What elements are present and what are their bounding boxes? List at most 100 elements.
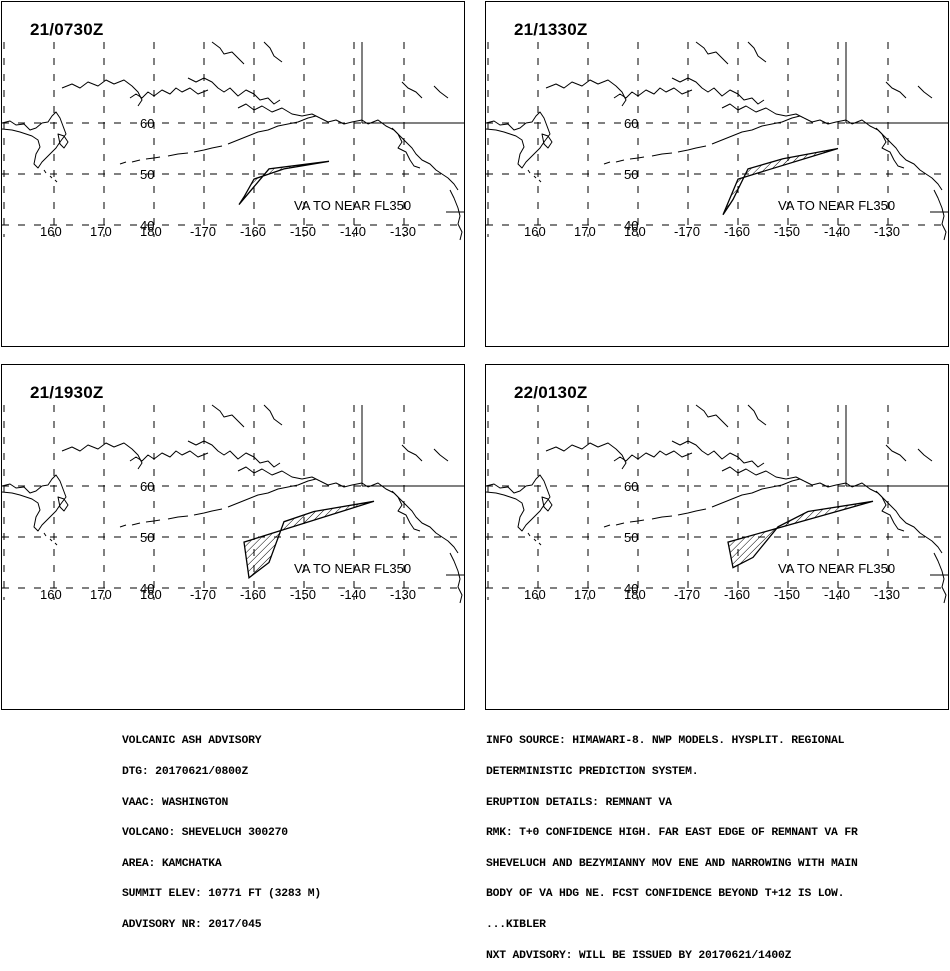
coastline [131,522,141,526]
map-svg: 60 50 40 160 170 180 -170 -160 -150 -140 -130 VA TO… [2,404,464,604]
va-altitude-label: VA TO NEAR FL350 [294,561,411,576]
coastline [237,466,321,482]
longitude-label: 180 [140,224,162,239]
map-svg: 60 50 40 160 170 180 -170 -160 -150 -140 -130 VA TO… [486,404,948,604]
longitude-label: -140 [824,587,850,602]
coastline [227,478,317,508]
latitude-label: 40 [140,218,154,233]
latitude-label: 60 [140,479,154,494]
coastline [885,81,907,99]
coastline [263,404,283,426]
info-line: RMK: T+0 CONFIDENCE HIGH. FAR EAST EDGE … [486,827,858,840]
longitude-label: -170 [674,224,700,239]
panel-time-title: 21/1330Z [514,20,588,39]
coastline [615,522,625,526]
longitude-label: -160 [240,587,266,602]
panel-time-title: 22/0130Z [514,383,588,402]
info-line: SHEVELUCH AND BEZYMIANNY MOV ENE AND NAR… [486,857,858,870]
coastline [721,466,805,482]
coastline [651,152,673,157]
advisory-dtg: DTG: 20170621/0800Z [122,766,249,779]
coastline [875,490,905,532]
coastline [193,508,223,516]
longitude-label: 170 [574,224,596,239]
advisory-header-block: VOLCANIC ASH ADVISORY DTG: 20170621/0800… [122,716,321,940]
coastline [433,85,449,99]
coastline [538,542,542,546]
coastline [711,478,801,508]
coastline [401,81,423,99]
map-panel-2: 60 50 40 160 170 180 -170 -160 -150 -140 -130 VA TO… [485,1,949,347]
coastline [885,444,907,462]
coastline [167,152,189,157]
coastline [533,175,537,179]
coastline [721,103,805,119]
coastline [119,161,127,165]
info-line: BODY OF VA HDG NE. FCST CONFIDENCE BEYON… [486,888,845,901]
coastline [917,448,933,462]
longitude-label: -130 [390,224,416,239]
coastline [391,127,421,169]
map-panel-1: 60 50 40 160 170 180 -170 -160 -150 -140 -130 VA TO… [1,1,465,347]
coastline [677,145,707,153]
longitude-label: 160 [40,224,62,239]
coastline [533,538,537,542]
ash-cloud-polygon [238,160,330,206]
coastline [57,496,69,512]
map-panel-4: 60 50 40 160 170 180 -170 -160 -150 -140 -130 VA TO… [485,364,949,710]
coastline [145,519,161,523]
coastline [651,515,673,520]
coastline [167,515,189,520]
coastline [486,111,551,169]
longitude-label: -130 [390,587,416,602]
coastline [613,450,693,462]
advisory-volcano: VOLCANO: SHEVELUCH 300270 [122,827,288,840]
coastline [263,41,283,63]
coastline [227,115,317,145]
coastline [49,538,53,542]
coastline [527,532,531,537]
coastline [391,490,421,532]
longitude-label: 170 [574,587,596,602]
longitude-label: -130 [874,224,900,239]
longitude-label: -170 [190,587,216,602]
coastline [545,442,627,470]
coastline [57,133,69,149]
coastline [545,79,627,107]
coastline [695,41,729,65]
longitude-label: 160 [524,224,546,239]
coastline [875,127,905,169]
info-line: NXT ADVISORY: WILL BE ISSUED BY 20170621… [486,949,792,962]
latitude-label: 40 [140,581,154,596]
latitude-label: 50 [140,530,154,545]
coastline [367,119,459,191]
coastline [747,404,767,426]
coastline [603,161,611,165]
coastline [129,450,209,462]
coastline [49,175,53,179]
advisory-area: AREA: KAMCHATKA [122,857,222,870]
va-altitude-label: VA TO NEAR FL350 [778,198,895,213]
coastline [119,524,127,528]
longitude-label: 180 [624,587,646,602]
info-line: DETERMINISTIC PREDICTION SYSTEM. [486,766,699,779]
coastline [671,440,765,468]
longitude-label: -140 [340,587,366,602]
longitude-label: 170 [90,587,112,602]
coastline [43,169,47,174]
coastline [677,508,707,516]
coastline [629,156,645,160]
coastline [61,442,143,470]
coastline [541,496,553,512]
longitude-label: 180 [624,224,646,239]
coastline [131,159,141,163]
latitude-label: 50 [624,167,638,182]
coastline [851,119,943,191]
coastline [433,448,449,462]
coastline [449,552,463,604]
latitude-label: 40 [624,218,638,233]
latitude-label: 50 [624,530,638,545]
coastline [538,179,542,183]
info-line: INFO SOURCE: HIMAWARI-8. NWP MODELS. HYS… [486,735,845,748]
coastline [747,41,767,63]
